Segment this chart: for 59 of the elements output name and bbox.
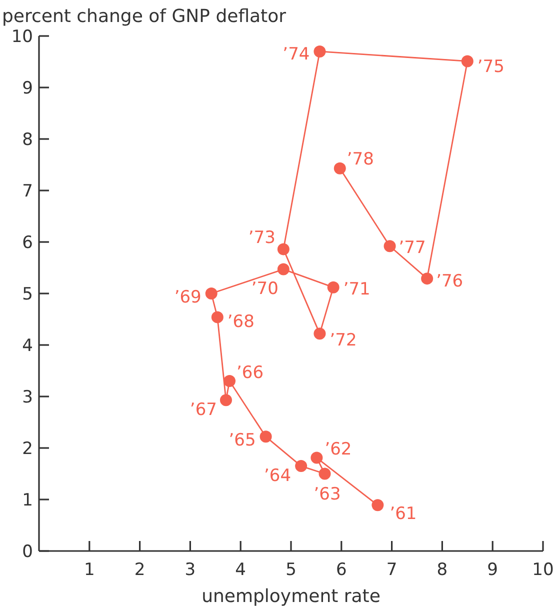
point: [260, 430, 272, 443]
point: [220, 394, 232, 406]
annotation: ’71: [343, 279, 370, 300]
point: [372, 499, 384, 512]
y-tick-label: 3: [22, 387, 33, 408]
annotation: ’68: [227, 312, 254, 332]
x-tick-label: 1: [84, 560, 95, 580]
annotation: ’67: [190, 400, 217, 420]
x-tick-label: 5: [286, 560, 296, 580]
y-tick-label: 8: [22, 130, 33, 150]
y-tick-label: 4: [22, 336, 33, 356]
point: [224, 375, 236, 388]
point: [310, 452, 323, 464]
annotation: ’76: [436, 272, 464, 292]
point: [314, 328, 326, 340]
x-tick-label: 9: [487, 560, 498, 580]
x-tick-label: 3: [184, 560, 196, 580]
y-tick-label: 6: [22, 232, 33, 253]
x-tick-label: 6: [336, 560, 347, 580]
point: [295, 460, 308, 472]
y-tick-label: 5: [22, 284, 33, 304]
annotation: ’75: [477, 57, 504, 78]
y-tick-label: 9: [22, 78, 33, 98]
annotation: ’65: [228, 430, 256, 451]
y-tick-label: 10: [11, 26, 33, 47]
annotation: ’64: [264, 466, 292, 486]
x-tick-label: 4: [235, 560, 246, 580]
x-axis-title: unemployment rate: [202, 586, 380, 606]
y-tick-label: 1: [22, 490, 33, 510]
annotation: ’66: [236, 363, 264, 383]
point: [327, 281, 340, 294]
point: [314, 45, 326, 58]
point: [384, 240, 396, 252]
annotation: ’77: [398, 238, 426, 258]
y-tick-label: 2: [22, 438, 33, 459]
annotation: ’73: [248, 228, 276, 248]
annotation: ’61: [390, 504, 417, 524]
point: [318, 468, 331, 480]
y-tick-label: 0: [22, 542, 33, 562]
point: [277, 263, 290, 276]
point: [211, 311, 224, 324]
point: [205, 288, 218, 300]
point: [421, 272, 434, 285]
annotation: ’72: [330, 330, 357, 351]
x-tick-label: 7: [386, 560, 398, 580]
annotation: ’69: [174, 287, 202, 308]
y-tick-label: 7: [22, 181, 33, 202]
annotation: ’63: [314, 484, 341, 505]
point: [461, 55, 474, 68]
y-axis-title: percent change of GNP deflator: [2, 6, 287, 27]
annotation: ’70: [251, 279, 278, 300]
x-tick-label: 2: [134, 560, 146, 580]
annotation: ’74: [282, 44, 310, 64]
annotation: ’62: [324, 440, 352, 460]
x-tick-label: 10: [532, 560, 554, 580]
point: [334, 162, 346, 174]
annotation: ’78: [346, 149, 374, 170]
x-tick-label: 8: [436, 560, 448, 580]
point: [277, 243, 290, 256]
